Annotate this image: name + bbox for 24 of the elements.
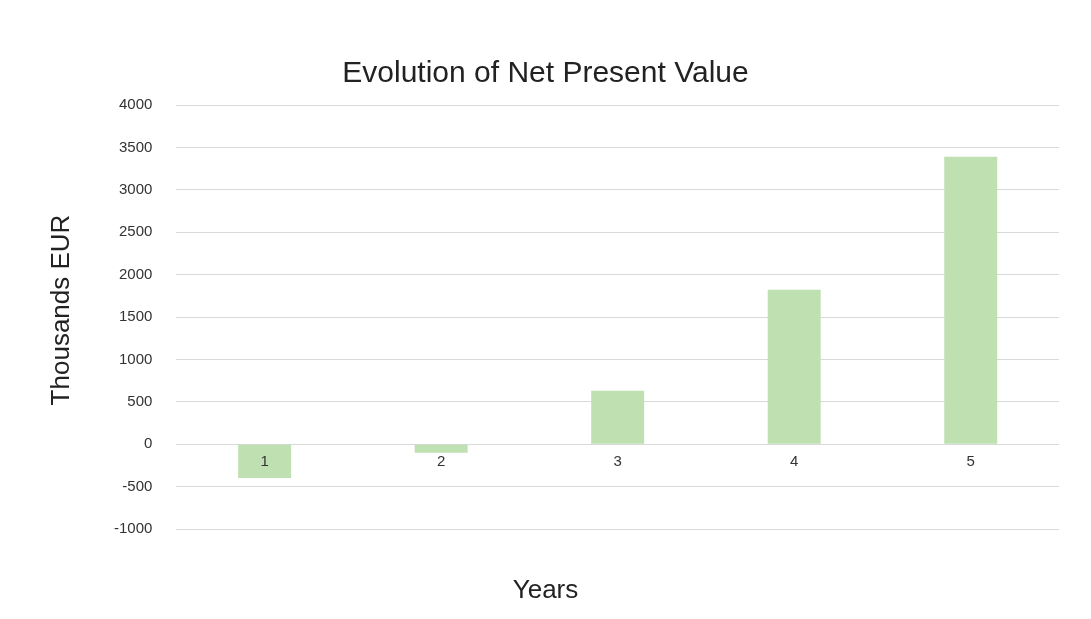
x-tick-label: 2 (436, 451, 446, 469)
x-tick-label: 3 (613, 451, 622, 469)
y-axis-title: Thousands EUR (44, 214, 76, 406)
bar (767, 289, 821, 444)
y-tick-label: 2000 (118, 264, 153, 282)
y-tick-label: 3000 (118, 179, 153, 197)
x-tick-label: 4 (790, 451, 799, 469)
chart-title: Evolution of Net Present Value (341, 55, 750, 89)
bar (414, 444, 468, 453)
y-tick-label: -500 (122, 476, 153, 494)
y-tick-label: 2500 (118, 222, 153, 240)
y-tick-label: 0 (144, 434, 153, 452)
y-tick-label: 3500 (118, 137, 153, 155)
x-tick-label: 5 (966, 451, 975, 469)
x-axis-title: Years (511, 574, 580, 605)
y-tick-label: -1000 (113, 519, 153, 537)
x-tick-label: 1 (260, 451, 269, 469)
y-tick-label: 500 (127, 391, 153, 409)
bar (944, 156, 998, 444)
y-tick-label: 1000 (118, 349, 153, 367)
y-tick-label: 1500 (118, 307, 153, 325)
y-tick-label: 4000 (118, 95, 153, 113)
bar (591, 390, 645, 444)
bar (238, 444, 292, 479)
